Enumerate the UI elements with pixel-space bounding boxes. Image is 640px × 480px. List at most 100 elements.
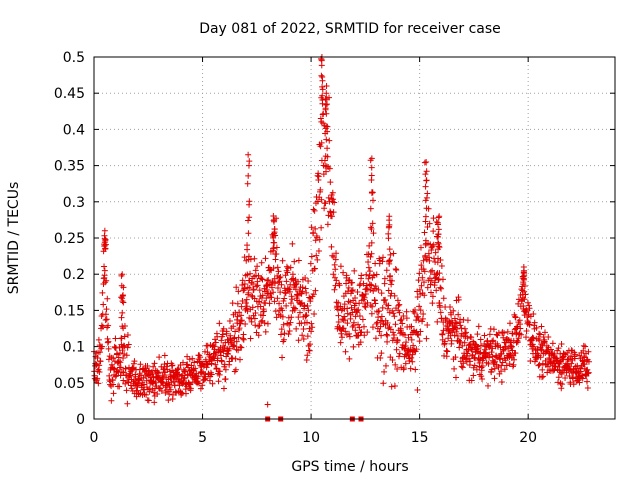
data-point: [209, 380, 216, 387]
data-point: [306, 347, 313, 354]
data-point: [531, 319, 538, 326]
data-point: [358, 272, 365, 279]
data-point: [384, 332, 391, 339]
data-point: [426, 257, 433, 264]
data-point: [527, 357, 534, 364]
data-point: [436, 270, 443, 277]
data-point: [515, 335, 522, 342]
data-point: [324, 221, 331, 228]
data-point: [434, 221, 441, 228]
data-point: [335, 319, 342, 326]
data-point: [134, 380, 141, 387]
data-point: [308, 320, 315, 327]
data-point: [92, 360, 99, 367]
data-point: [402, 360, 409, 367]
data-point: [400, 364, 407, 371]
data-point: [420, 279, 427, 286]
data-point: [448, 337, 455, 344]
data-point: [278, 281, 285, 288]
data-point: [577, 368, 584, 375]
y-tick-label: 0.45: [54, 86, 85, 102]
data-point: [166, 384, 173, 391]
chart-title: Day 081 of 2022, SRMTID for receiver cas…: [199, 21, 501, 37]
data-point: [240, 336, 247, 343]
data-point: [343, 272, 350, 279]
data-point: [288, 293, 295, 300]
data-point: [333, 277, 340, 284]
data-point: [368, 250, 375, 257]
data-point: [119, 271, 126, 278]
data-point: [412, 306, 419, 313]
data-point: [286, 286, 293, 293]
y-tick-label: 0.5: [63, 50, 85, 66]
data-point: [348, 288, 355, 295]
data-point: [306, 341, 313, 348]
data-point: [269, 284, 276, 291]
data-point: [417, 307, 424, 314]
data-point: [306, 294, 313, 301]
data-point: [379, 254, 386, 261]
data-point: [291, 258, 298, 265]
y-tick-label: 0.2: [63, 267, 85, 283]
data-point: [435, 243, 442, 250]
data-point: [410, 342, 417, 349]
data-point: [284, 269, 291, 276]
data-point: [356, 324, 363, 331]
data-point: [530, 311, 537, 318]
data-point: [352, 294, 359, 301]
y-tick-label: 0.35: [54, 159, 85, 175]
data-point: [332, 266, 339, 273]
data-point: [100, 248, 107, 255]
data-point: [116, 383, 123, 390]
y-tick-label: 0: [76, 412, 85, 428]
data-point: [95, 366, 102, 373]
data-point: [273, 244, 280, 251]
data-point: [112, 373, 119, 380]
data-point: [538, 347, 545, 354]
data-point: [436, 244, 443, 251]
data-point: [576, 379, 583, 386]
data-point: [421, 159, 428, 166]
data-point: [423, 158, 430, 165]
data-point: [296, 309, 303, 316]
data-point: [435, 231, 442, 238]
data-point: [285, 265, 292, 272]
data-point: [111, 343, 118, 350]
data-point: [114, 367, 121, 374]
data-point: [99, 323, 106, 330]
data-point: [541, 329, 548, 336]
data-point: [584, 378, 591, 385]
data-point: [488, 366, 495, 373]
data-point: [303, 289, 310, 296]
data-point: [131, 358, 138, 365]
data-point: [346, 333, 353, 340]
data-point: [318, 139, 325, 146]
data-point: [536, 361, 543, 368]
data-point: [367, 253, 374, 260]
data-point: [318, 94, 325, 101]
data-point: [373, 271, 380, 278]
data-point: [330, 209, 337, 216]
data-point: [328, 243, 335, 250]
data-point: [124, 400, 131, 407]
data-point: [268, 294, 275, 301]
data-point: [151, 399, 158, 406]
data-point: [311, 207, 318, 214]
data-point: [161, 352, 168, 359]
data-point: [451, 315, 458, 322]
data-point: [566, 373, 573, 380]
data-point: [375, 308, 382, 315]
data-point: [295, 337, 302, 344]
data-point: [229, 300, 236, 307]
data-point: [386, 213, 393, 220]
data-point: [529, 334, 536, 341]
data-point: [396, 309, 403, 316]
data-point: [198, 368, 205, 375]
data-point: [124, 332, 131, 339]
data-point: [510, 361, 517, 368]
data-point: [533, 356, 540, 363]
data-point: [311, 310, 318, 317]
data-point: [386, 273, 393, 280]
data-point: [452, 374, 459, 381]
data-point: [408, 336, 415, 343]
